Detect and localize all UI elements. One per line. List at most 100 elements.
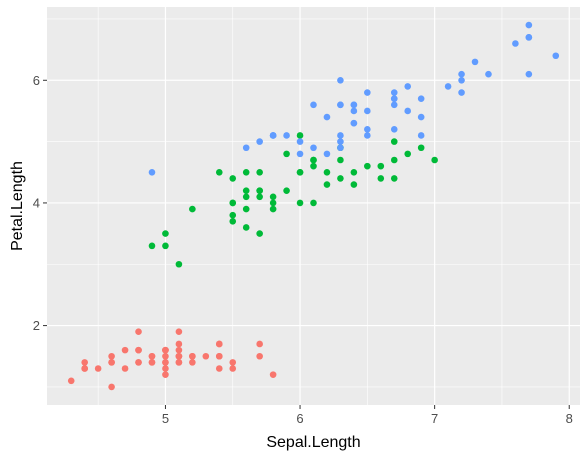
data-point (148, 242, 156, 250)
data-point (189, 205, 196, 213)
data-point (162, 230, 169, 237)
data-point (94, 365, 102, 372)
data-point (229, 365, 237, 372)
data-point (256, 352, 263, 360)
data-point (108, 352, 115, 360)
data-point (458, 89, 465, 96)
data-point (215, 365, 223, 372)
data-point (229, 218, 237, 225)
data-point (323, 168, 331, 176)
data-point (377, 162, 385, 170)
data-point (417, 95, 425, 102)
data-point (377, 175, 385, 182)
data-point (417, 113, 425, 121)
data-point (310, 144, 317, 152)
data-point (458, 70, 465, 78)
data-point (404, 83, 412, 90)
data-point (350, 107, 358, 115)
data-point (202, 352, 210, 360)
data-point (417, 144, 425, 152)
data-point (296, 199, 304, 207)
data-point (242, 193, 250, 201)
data-point (390, 101, 398, 109)
data-point (485, 70, 492, 78)
data-point (296, 138, 304, 145)
data-point (229, 175, 237, 182)
data-point (242, 224, 250, 231)
data-point (148, 168, 156, 176)
data-point (364, 89, 371, 96)
x-axis-title: Sepal.Length (266, 434, 360, 451)
data-point (350, 119, 358, 127)
data-point (162, 359, 169, 366)
data-point (215, 340, 223, 348)
data-point (390, 175, 398, 182)
data-point (256, 168, 263, 176)
data-point (108, 383, 115, 391)
data-point (404, 107, 412, 115)
data-point (283, 132, 290, 139)
data-point (256, 193, 263, 201)
data-point (310, 156, 317, 164)
data-point (215, 168, 223, 176)
data-point (162, 365, 169, 372)
data-point (337, 76, 344, 84)
data-point (337, 175, 344, 182)
data-point (337, 132, 344, 139)
x-axis-ticks: 5 6 7 8 (162, 405, 573, 426)
data-point (256, 340, 263, 348)
y-axis-ticks: 2 4 6 (33, 73, 47, 333)
data-point (364, 126, 371, 133)
data-point (256, 230, 263, 237)
data-point (323, 150, 331, 158)
data-point (162, 352, 169, 360)
data-point (390, 126, 398, 133)
data-point (189, 359, 196, 366)
data-point (242, 144, 250, 152)
data-point (242, 187, 250, 194)
data-point (364, 162, 371, 170)
data-point (337, 138, 344, 145)
y-tick-label: 4 (33, 195, 40, 210)
data-point (296, 150, 304, 158)
data-point (525, 70, 533, 78)
x-tick-label: 5 (162, 411, 169, 426)
data-point (121, 346, 129, 354)
y-tick-label: 6 (33, 73, 40, 88)
data-point (458, 76, 465, 84)
data-point (242, 168, 250, 176)
data-point (162, 371, 169, 378)
data-point (175, 328, 183, 336)
x-tick-label: 7 (431, 411, 438, 426)
data-point (189, 352, 196, 360)
data-point (229, 359, 237, 366)
data-point (108, 359, 115, 366)
data-point (390, 89, 398, 96)
data-point (215, 352, 223, 360)
y-tick-label: 2 (33, 318, 40, 333)
data-point (135, 359, 142, 366)
data-point (283, 150, 290, 158)
data-point (323, 181, 331, 188)
data-point (81, 359, 88, 366)
data-point (310, 162, 317, 170)
data-point (323, 113, 331, 121)
data-point (162, 346, 169, 354)
data-point (269, 193, 277, 201)
data-point (67, 377, 75, 385)
data-point (431, 156, 438, 164)
data-point (296, 168, 304, 176)
data-points (67, 21, 560, 391)
x-tick-label: 8 (566, 411, 573, 426)
data-point (175, 346, 183, 354)
data-point (310, 101, 317, 109)
data-point (229, 211, 237, 219)
data-point (269, 205, 277, 213)
data-point (525, 34, 533, 41)
data-point (444, 83, 452, 90)
data-point (175, 260, 183, 268)
data-point (364, 107, 371, 115)
data-point (121, 365, 129, 372)
